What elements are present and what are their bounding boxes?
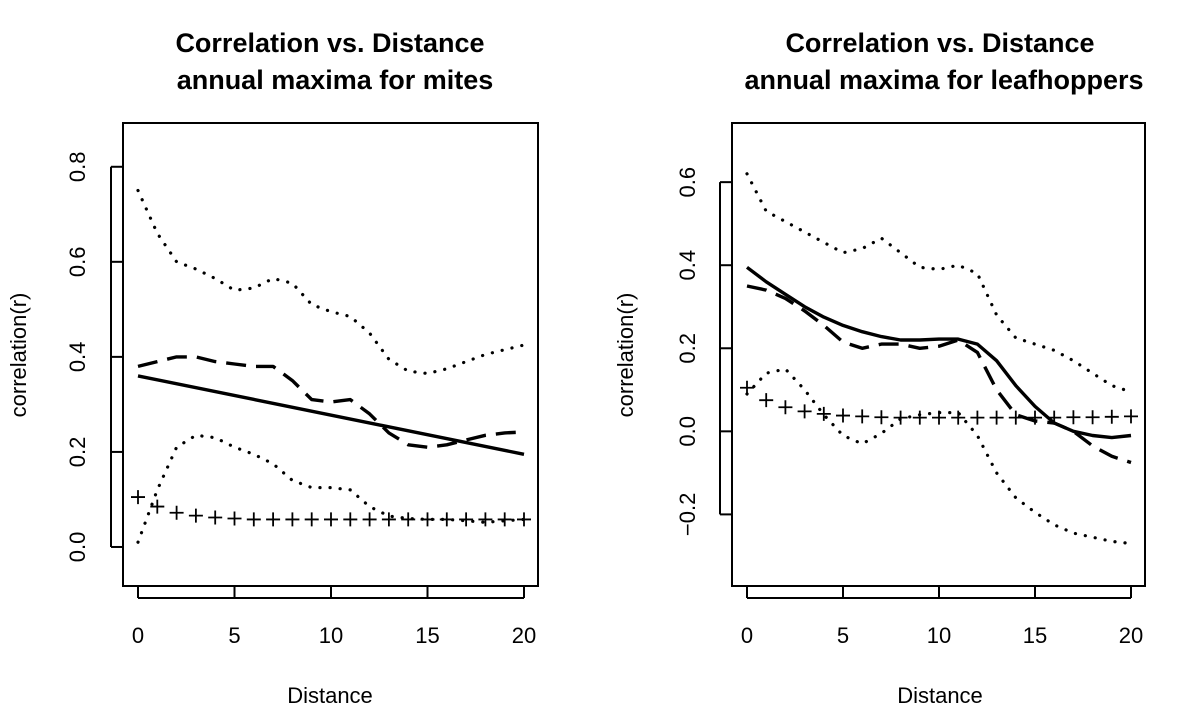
series-solid-line — [137, 374, 525, 456]
series-dashed-line — [137, 355, 525, 449]
plus-point — [1066, 410, 1081, 425]
plus-point — [150, 499, 165, 514]
series-dotted-line — [136, 188, 526, 376]
chart-subtitle: annual maxima for leafhoppers — [744, 65, 1143, 95]
x-tick-label: 0 — [741, 623, 753, 648]
plus-point — [304, 512, 319, 527]
y-tick-label: 0.4 — [675, 250, 700, 281]
series-dotted-line — [136, 433, 526, 544]
plus-point — [912, 410, 927, 425]
plus-point — [169, 505, 184, 520]
plus-point — [401, 512, 416, 527]
x-tick-label: 15 — [415, 623, 439, 648]
chart-panel-mites: Correlation vs. Distance annual maxima f… — [6, 28, 539, 708]
plus-point — [208, 510, 223, 525]
y-tick-label: 0.0 — [675, 416, 700, 447]
chart-subtitle: annual maxima for mites — [177, 65, 494, 95]
series-dotted-line — [745, 172, 1133, 394]
plus-point — [497, 512, 512, 527]
plus-point — [759, 393, 774, 408]
plus-point — [381, 512, 396, 527]
x-tick-label: 20 — [512, 623, 536, 648]
series-layer — [740, 172, 1138, 546]
x-axis-label: Distance — [897, 683, 983, 708]
plus-point — [874, 410, 889, 425]
plus-point — [188, 508, 203, 523]
plus-point — [893, 410, 908, 425]
plus-point — [324, 512, 338, 527]
plus-point — [266, 512, 281, 527]
series-layer — [131, 188, 531, 544]
plus-point — [478, 512, 493, 527]
plus-point — [740, 380, 754, 395]
plus-point — [285, 512, 300, 527]
plus-point — [855, 409, 870, 424]
x-tick-label: 15 — [1023, 623, 1047, 648]
plus-point — [1028, 410, 1042, 425]
plus-point — [131, 490, 145, 505]
plus-point — [246, 512, 261, 527]
y-tick-label: 0.6 — [675, 167, 700, 198]
x-tick-label: 10 — [927, 623, 951, 648]
y-tick-label: 0.2 — [675, 333, 700, 364]
y-tick-label: 0.4 — [65, 342, 90, 373]
y-tick-label: 0.8 — [65, 151, 90, 182]
plus-point — [362, 512, 377, 527]
x-tick-label: 5 — [228, 623, 240, 648]
chart-panel-leafhoppers: Correlation vs. Distance annual maxima f… — [613, 28, 1146, 708]
y-axis-label: correlation(r) — [613, 293, 638, 418]
y-axis-label: correlation(r) — [6, 293, 31, 418]
series-solid-line — [745, 265, 1132, 440]
tick-layer: 0 5 10 15 20 −0.2 0.0 0.2 0.4 0.6 — [675, 167, 1143, 648]
plus-point — [1124, 409, 1138, 424]
y-tick-label: 0.6 — [65, 247, 90, 278]
tick-layer: 0 5 10 15 20 0.0 0.2 0.4 0.6 0.8 — [65, 151, 536, 648]
x-tick-label: 5 — [837, 623, 849, 648]
y-tick-label: 0.2 — [65, 437, 90, 468]
plus-point — [932, 410, 946, 425]
plus-point — [1085, 410, 1100, 425]
plus-point — [836, 408, 850, 423]
plus-point — [1047, 410, 1062, 425]
plus-point — [989, 410, 1004, 425]
x-tick-label: 0 — [132, 623, 144, 648]
plus-point — [1104, 409, 1119, 424]
plus-point — [227, 511, 242, 526]
x-tick-label: 10 — [319, 623, 343, 648]
plus-point — [816, 406, 831, 421]
plus-point — [1008, 410, 1023, 425]
y-tick-label: −0.2 — [675, 493, 700, 536]
plot-frame — [731, 122, 1146, 587]
plus-point — [778, 400, 793, 415]
x-tick-label: 20 — [1119, 623, 1143, 648]
y-tick-label: 0.0 — [65, 532, 90, 563]
plus-point — [970, 410, 985, 425]
plus-point — [517, 512, 531, 527]
chart-title: Correlation vs. Distance — [175, 28, 484, 58]
plus-point — [459, 512, 474, 527]
plus-point — [797, 404, 812, 419]
plus-point — [439, 512, 454, 527]
chart-title: Correlation vs. Distance — [785, 28, 1094, 58]
plus-point — [343, 512, 358, 527]
x-axis-label: Distance — [287, 683, 373, 708]
series-dotted-line — [745, 367, 1133, 546]
series-dashed-line — [746, 284, 1132, 465]
plus-point — [420, 512, 435, 527]
plus-point — [951, 410, 966, 425]
